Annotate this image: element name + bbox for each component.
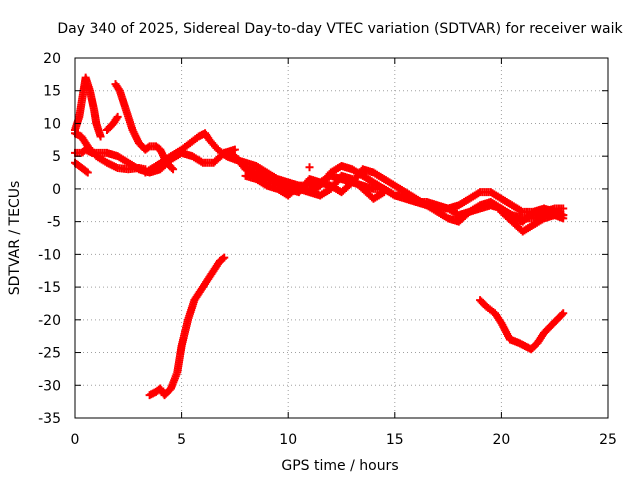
data-point — [83, 168, 92, 177]
x-tick-label: 5 — [177, 432, 186, 448]
y-tick-label: -15 — [38, 280, 61, 296]
data-point — [167, 163, 176, 172]
y-tick-label: -35 — [38, 411, 61, 427]
data-point — [380, 188, 389, 197]
data-point — [112, 114, 121, 123]
series-f — [111, 80, 178, 174]
data-point — [96, 132, 105, 141]
y-tick-label: 5 — [52, 149, 61, 165]
series-j — [241, 171, 389, 203]
y-tick-label: -25 — [38, 346, 61, 362]
x-tick-label: 20 — [492, 432, 510, 448]
y-tick-label: -5 — [47, 215, 61, 231]
series-e — [102, 112, 122, 134]
y-tick-label: 0 — [52, 182, 61, 198]
data-point — [559, 309, 568, 318]
y-tick-label: 15 — [43, 84, 61, 100]
series-k — [497, 207, 568, 236]
x-tick-label: 25 — [599, 432, 617, 448]
x-tick-label: 10 — [279, 432, 297, 448]
data-series — [71, 73, 568, 400]
data-point — [82, 167, 91, 176]
ticks — [74, 57, 609, 419]
chart-title: Day 340 of 2025, Sidereal Day-to-day VTE… — [57, 21, 623, 37]
y-tick-label: -10 — [38, 247, 61, 263]
series-n — [305, 163, 314, 172]
plot-frame — [74, 57, 609, 419]
y-tick-label: 10 — [43, 116, 61, 132]
y-tick-label: -30 — [38, 378, 61, 394]
data-point — [113, 112, 122, 121]
data-point — [220, 253, 229, 262]
series-c — [71, 129, 150, 174]
y-tick-labels: 20 15 10 5 0 -5 -10 -15 -20 -25 -30 -35 — [38, 51, 61, 427]
y-tick-label: 20 — [43, 51, 61, 67]
data-point — [169, 165, 178, 174]
series-m — [476, 296, 568, 354]
x-axis-label: GPS time / hours — [281, 458, 398, 474]
data-point — [305, 163, 314, 172]
series-l — [145, 253, 229, 400]
x-tick-labels: 0 5 10 15 20 25 — [71, 432, 617, 448]
y-axis-label: SDTVAR / TECUs — [7, 181, 23, 296]
y-tick-label: -20 — [38, 313, 61, 329]
data-point — [559, 211, 568, 220]
x-tick-label: 15 — [386, 432, 404, 448]
data-point — [218, 254, 227, 263]
data-point — [557, 310, 566, 319]
x-tick-label: 0 — [71, 432, 80, 448]
